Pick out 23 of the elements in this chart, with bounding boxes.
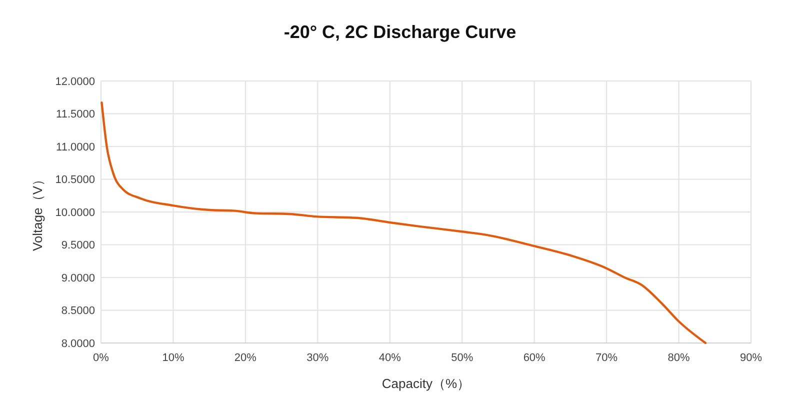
y-tick-label: 10.5000	[55, 174, 95, 186]
x-tick-label: 70%	[596, 352, 618, 364]
chart-title: -20° C, 2C Discharge Curve	[284, 22, 516, 42]
x-tick-label: 20%	[234, 352, 257, 364]
x-tick-label: 80%	[668, 352, 690, 364]
x-tick-label: 50%	[451, 352, 474, 364]
y-tick-label: 8.5000	[61, 305, 95, 318]
line-series	[100, 102, 707, 344]
y-tick-label: 11.0000	[56, 141, 95, 154]
x-axis-title: Capacity（%）	[382, 376, 470, 391]
x-tick-label: 40%	[378, 352, 402, 364]
y-tick-label: 9.5000	[61, 240, 95, 252]
x-tick-label: 10%	[162, 352, 184, 364]
y-tick-label: 8.0000	[61, 338, 95, 350]
y-tick-label: 11.5000	[56, 108, 95, 121]
y-tick-label: 10.0000	[55, 206, 95, 219]
y-axis-title: Voltage（V）	[30, 172, 45, 252]
x-tick-label: 0%	[93, 352, 110, 364]
y-tick-label: 12.0000	[55, 76, 95, 88]
x-tick-label: 90%	[740, 352, 762, 364]
y-tick-label: 9.0000	[61, 272, 95, 284]
x-tick-label: 30%	[306, 352, 329, 364]
x-tick-label: 60%	[523, 352, 546, 364]
